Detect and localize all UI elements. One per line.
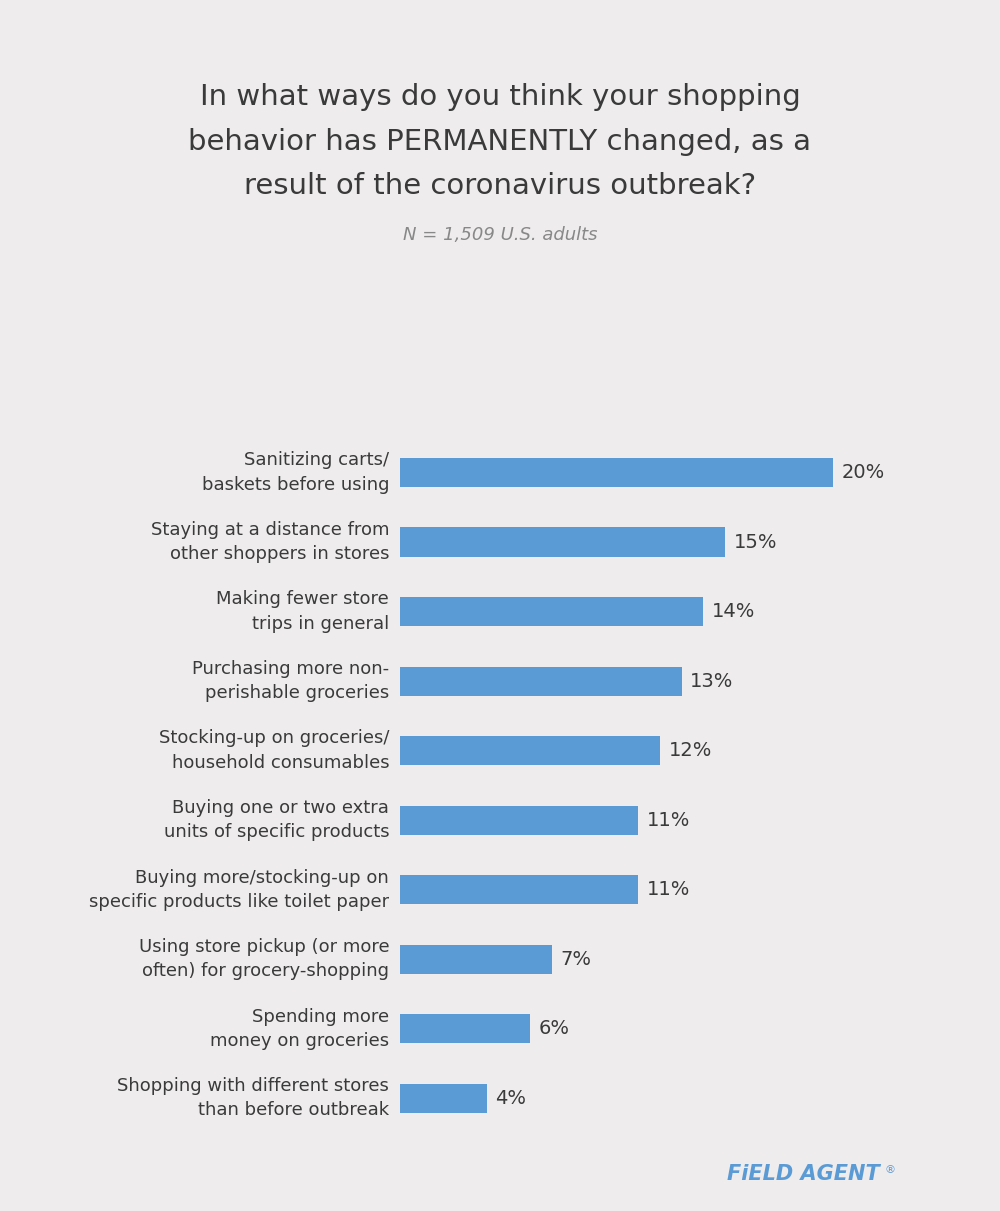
Text: 4%: 4%	[495, 1089, 526, 1108]
Bar	[400, 736, 660, 765]
Text: Using store pickup (or more
often) for grocery-shopping: Using store pickup (or more often) for g…	[139, 939, 389, 981]
Text: 7%: 7%	[560, 949, 591, 969]
Text: ®: ®	[885, 1165, 896, 1175]
Text: Purchasing more non-
perishable groceries: Purchasing more non- perishable grocerie…	[192, 660, 389, 702]
Text: Shopping with different stores
than before outbreak: Shopping with different stores than befo…	[117, 1077, 389, 1119]
Bar	[400, 1084, 487, 1113]
Bar	[400, 458, 833, 487]
Text: Sanitizing carts/
baskets before using: Sanitizing carts/ baskets before using	[202, 452, 389, 494]
Text: FiELD AGENT: FiELD AGENT	[727, 1164, 880, 1184]
Text: Spending more
money on groceries: Spending more money on groceries	[210, 1008, 389, 1050]
Text: 11%: 11%	[647, 810, 690, 830]
Text: 12%: 12%	[669, 741, 712, 761]
Bar	[400, 945, 552, 974]
Bar	[400, 1014, 530, 1044]
Bar	[400, 597, 703, 626]
Text: N = 1,509 U.S. adults: N = 1,509 U.S. adults	[403, 226, 597, 243]
Text: behavior has PERMANENTLY changed, as a: behavior has PERMANENTLY changed, as a	[188, 127, 812, 156]
Text: 20%: 20%	[842, 463, 885, 482]
Bar	[400, 805, 638, 834]
Text: 15%: 15%	[734, 533, 777, 551]
Bar	[400, 666, 682, 695]
Bar	[400, 528, 725, 557]
Text: 6%: 6%	[539, 1020, 570, 1038]
Bar	[400, 876, 638, 905]
Text: In what ways do you think your shopping: In what ways do you think your shopping	[200, 82, 800, 111]
Text: 13%: 13%	[690, 672, 734, 690]
Text: Making fewer store
trips in general: Making fewer store trips in general	[216, 591, 389, 632]
Text: 14%: 14%	[712, 602, 755, 621]
Text: Stocking-up on groceries/
household consumables: Stocking-up on groceries/ household cons…	[159, 729, 389, 771]
Text: Staying at a distance from
other shoppers in stores: Staying at a distance from other shopper…	[151, 521, 389, 563]
Text: Buying one or two extra
units of specific products: Buying one or two extra units of specifi…	[164, 799, 389, 842]
Text: 11%: 11%	[647, 880, 690, 900]
Text: result of the coronavirus outbreak?: result of the coronavirus outbreak?	[244, 172, 756, 201]
Text: Buying more/stocking-up on
specific products like toilet paper: Buying more/stocking-up on specific prod…	[89, 868, 389, 911]
